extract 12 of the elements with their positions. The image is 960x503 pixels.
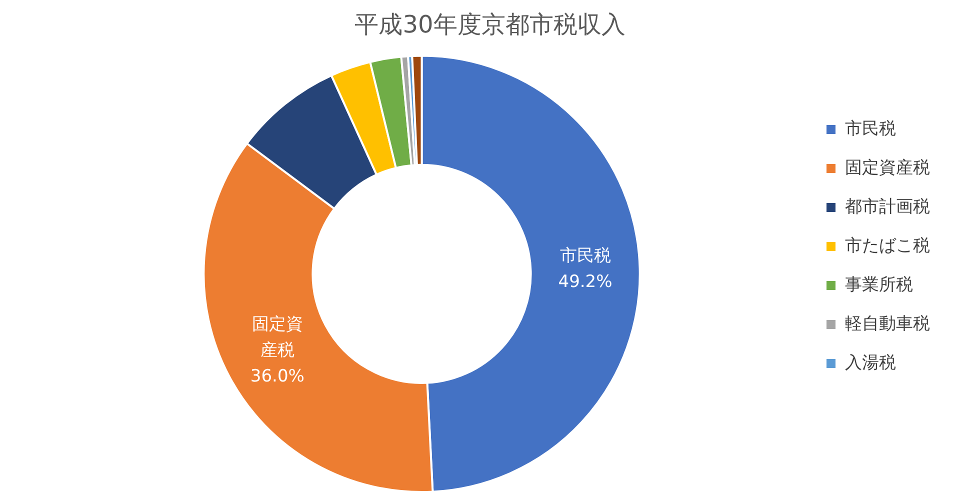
legend-label: 入湯税	[845, 352, 896, 373]
slice-label: 固定資産税	[252, 314, 303, 360]
data-label: 36.0%	[250, 366, 304, 386]
slice-label: 市民税	[560, 246, 611, 266]
legend-label: 市たばこ税	[845, 236, 930, 256]
data-label: 49.2%	[558, 272, 612, 292]
chart-title: 平成30年度京都市税収入	[354, 10, 626, 39]
legend-label: 固定資産税	[845, 158, 930, 178]
legend-label: 軽自動車税	[845, 314, 930, 334]
legend-label: 都市計画税	[845, 196, 930, 217]
legend-label: 事業所税	[845, 274, 913, 295]
legend-label: 市民税	[845, 118, 896, 139]
